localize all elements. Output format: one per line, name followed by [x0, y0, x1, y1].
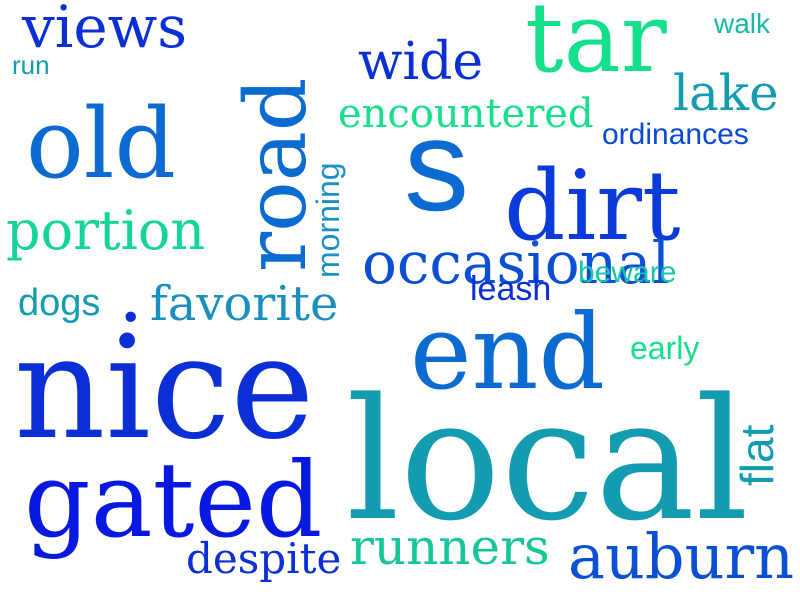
word-gated: gated [24, 439, 323, 561]
word-runners: runners [350, 518, 550, 576]
word-despite: despite [186, 534, 342, 583]
word-road: road [227, 77, 325, 272]
word-end: end [410, 291, 606, 413]
word-s: s [404, 92, 469, 238]
word-lake: lake [673, 64, 779, 122]
word-favorite: favorite [150, 276, 339, 332]
word-encountered: encountered [338, 91, 594, 137]
word-run: run [12, 50, 50, 80]
word-nice: nice [14, 306, 315, 471]
word-tar: tar [525, 0, 667, 94]
word-dot: . [118, 247, 144, 340]
word-walk: walk [714, 8, 771, 39]
word-dogs: dogs [18, 282, 101, 324]
word-dirt: dirt [504, 150, 681, 262]
word-local: local [346, 362, 749, 558]
word-auburn: auburn [568, 520, 795, 593]
word-beware: beware [578, 256, 677, 289]
word-leash: leash [470, 270, 552, 308]
word-ordinances: ordinances [602, 118, 749, 151]
word-occasional: flat [731, 424, 783, 486]
word-old: old [26, 88, 176, 200]
word-early: early [630, 330, 700, 366]
word-views: views [22, 0, 188, 61]
word-wide: wide [358, 32, 484, 92]
word-flat: occasional [362, 229, 671, 297]
word-portion: portion [6, 199, 206, 262]
word-morning: morning [310, 162, 346, 278]
